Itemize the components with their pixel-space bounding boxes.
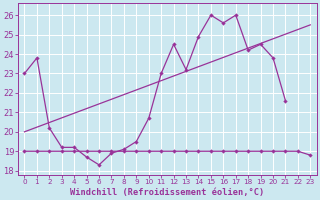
X-axis label: Windchill (Refroidissement éolien,°C): Windchill (Refroidissement éolien,°C) — [70, 188, 265, 197]
